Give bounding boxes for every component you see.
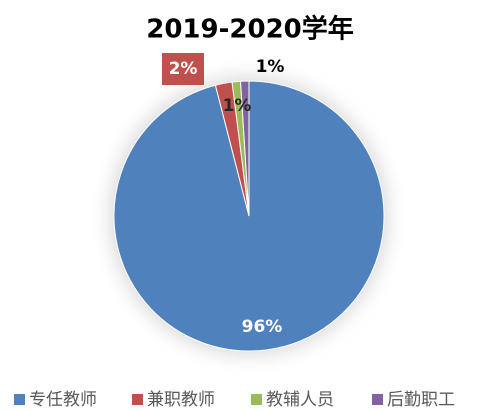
legend-label: 教辅人员: [266, 390, 334, 410]
chart-title: 2019-2020学年: [146, 14, 354, 45]
legend-swatch: [251, 394, 262, 405]
legend-swatch: [14, 394, 25, 405]
legend-label: 兼职教师: [147, 390, 215, 410]
data-label: 1%: [223, 96, 252, 116]
data-label: 2%: [169, 59, 198, 79]
legend-swatch: [372, 394, 383, 405]
data-label: 96%: [242, 317, 283, 337]
legend-label: 后勤职工: [387, 390, 455, 410]
label-box: [162, 53, 204, 85]
data-label: 1%: [256, 57, 285, 77]
legend-swatch: [132, 394, 143, 405]
legend-label: 专任教师: [29, 390, 97, 410]
pie-slice: [239, 80, 250, 217]
